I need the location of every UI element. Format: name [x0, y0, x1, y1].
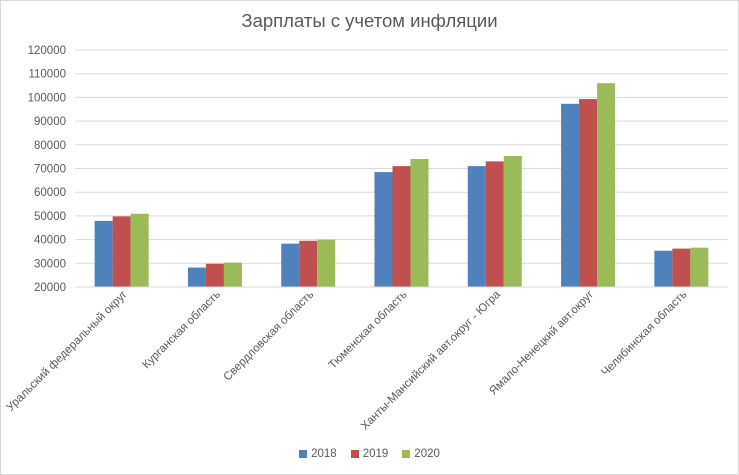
- y-tick-label: 30000: [34, 258, 66, 270]
- bar-2019-3: [392, 166, 411, 287]
- bar-2018-6: [654, 250, 673, 287]
- x-tick-label: Курганская область: [140, 289, 223, 372]
- bars: [94, 83, 709, 288]
- bar-2020-0: [130, 213, 149, 287]
- bar-2019-0: [112, 216, 131, 287]
- x-tick-label: Ямало-Ненецкий авт.округ: [487, 289, 596, 398]
- bar-2018-2: [281, 243, 300, 287]
- legend-item-2020: 2020: [402, 448, 440, 460]
- x-tick-label: Уральский федеральный округ: [4, 289, 129, 414]
- bar-2018-4: [467, 166, 486, 287]
- legend-item-2019: 2019: [350, 448, 389, 460]
- y-tick-label: 120000: [28, 45, 66, 57]
- y-tick-label: 80000: [34, 140, 66, 152]
- bar-2020-3: [410, 159, 429, 287]
- bar-2020-1: [223, 262, 242, 287]
- y-tick-label: 60000: [34, 187, 66, 199]
- bar-2019-2: [299, 240, 318, 287]
- legend-label-2020: 2020: [414, 448, 440, 460]
- y-tick-label: 20000: [34, 282, 66, 294]
- legend-label-2018: 2018: [311, 448, 337, 460]
- y-tick-label: 40000: [34, 235, 66, 247]
- legend-item-2018: 2018: [299, 448, 337, 460]
- bar-2020-4: [503, 155, 522, 287]
- x-tick-label: Челябинская область: [599, 289, 689, 379]
- bar-2019-6: [672, 248, 691, 287]
- bar-2018-1: [187, 267, 206, 287]
- legend-swatch-2020: [402, 450, 411, 458]
- bar-2020-6: [690, 247, 709, 287]
- bar-2018-5: [561, 103, 580, 287]
- chart-title: Зарплаты с учетом инфляции: [241, 10, 498, 31]
- bar-2020-5: [597, 83, 616, 288]
- legend-swatch-2019: [350, 450, 359, 458]
- y-axis-tick-labels: 20000 30000 40000 50000 60000 70000 80000 90000…: [28, 45, 66, 294]
- y-tick-label: 100000: [28, 92, 66, 104]
- legend: 2018 2019 2020: [0, 448, 739, 460]
- bar-2019-1: [205, 263, 224, 287]
- y-tick-label: 110000: [28, 69, 66, 81]
- y-tick-label: 90000: [34, 116, 66, 128]
- x-axis-tick-labels: Уральский федеральный округ Курганская об…: [4, 288, 689, 432]
- bar-2019-4: [485, 161, 504, 287]
- y-tick-label: 70000: [34, 164, 66, 176]
- x-tick-label: Свердловская область: [221, 289, 316, 384]
- bar-2019-5: [579, 99, 598, 288]
- y-tick-label: 50000: [34, 211, 66, 223]
- bar-2020-2: [317, 239, 336, 287]
- gridlines: [75, 49, 728, 288]
- x-tick-label: Тюменская область: [327, 289, 410, 372]
- legend-label-2019: 2019: [362, 448, 389, 460]
- bar-chart: 20000 30000 40000 50000 60000 70000 80000 90000…: [4, 45, 728, 433]
- legend-swatch-2018: [299, 450, 308, 458]
- bar-2018-0: [94, 220, 113, 287]
- bar-2018-3: [374, 172, 393, 287]
